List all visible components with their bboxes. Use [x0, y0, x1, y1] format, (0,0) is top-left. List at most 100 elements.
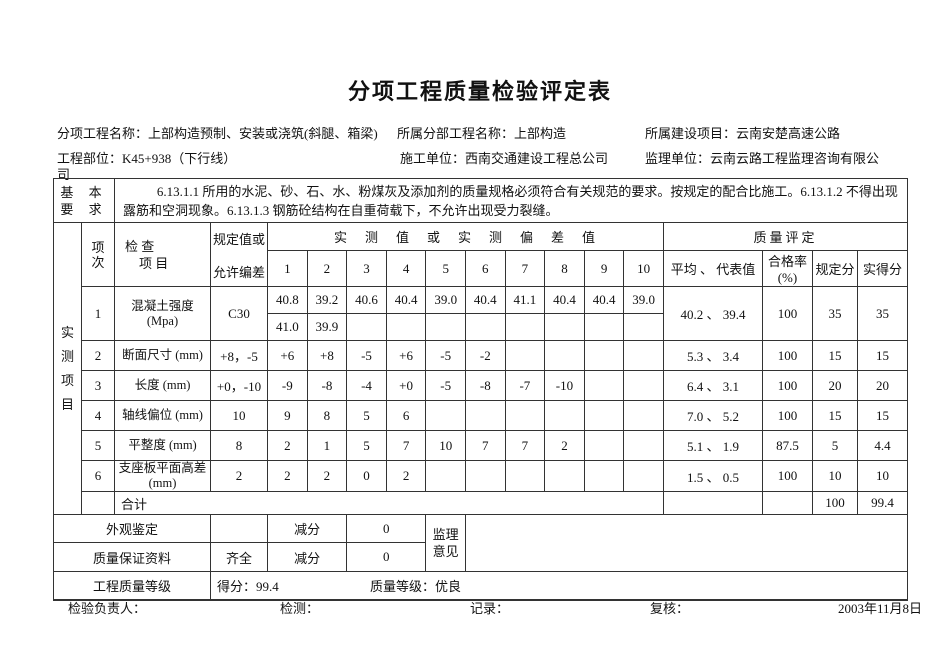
- spec-score: 15: [811, 340, 858, 371]
- measured-value: [544, 400, 585, 431]
- col-header-check-line2: 项 目: [139, 255, 169, 271]
- actual-score: 10: [856, 460, 909, 492]
- measured-value: +0: [385, 370, 427, 401]
- field-label: 工程部位：: [57, 151, 123, 166]
- item-spec: 8: [210, 430, 269, 461]
- col-header-spec: 规定值或 允许编差: [210, 222, 269, 287]
- review-label: 复核：: [650, 601, 690, 616]
- measured-value: 40.8: [267, 286, 308, 314]
- measured-value: -2: [464, 340, 506, 371]
- measured-value: -5: [346, 340, 387, 371]
- empty-cell: [662, 491, 763, 515]
- col-header-actual-score: 实得分: [856, 250, 909, 287]
- col-header-9: 9: [583, 250, 625, 287]
- mean-value: 5.3 、 3.4: [662, 340, 763, 371]
- measured-value: 2: [385, 460, 427, 492]
- pass-rate: 100: [761, 460, 813, 492]
- measured-value: [623, 430, 664, 461]
- measured-value: [544, 313, 585, 341]
- item-spec: 10: [210, 400, 269, 431]
- col-header-item-no-line1: 项: [91, 239, 105, 255]
- actual-score: 35: [856, 286, 909, 341]
- measured-value: [623, 340, 664, 371]
- field-label: 所属建设项目：: [645, 126, 737, 141]
- location-field: 工程部位：K45+938（下行线）: [57, 148, 236, 167]
- measured-value: 40.4: [544, 286, 585, 314]
- item-name: 长度 (mm): [114, 370, 212, 401]
- mean-value: 5.1 、 1.9: [662, 430, 763, 461]
- measured-value: [504, 400, 546, 431]
- empty-cell: [761, 491, 813, 515]
- measured-value: [504, 340, 546, 371]
- actual-score: 20: [856, 370, 909, 401]
- actual-score: 15: [856, 340, 909, 371]
- grade-row: 工程质量等级 得分：99.4 质量等级：优良: [52, 571, 909, 600]
- measured-value: 39.0: [623, 286, 664, 314]
- col-header-4: 4: [385, 250, 427, 287]
- mean-value: 7.0 、 5.2: [662, 400, 763, 431]
- measured-value: 40.6: [346, 286, 387, 314]
- measured-value: -8: [306, 370, 348, 401]
- supervisor-opinion-area: [464, 514, 909, 572]
- col-header-3: 3: [346, 250, 387, 287]
- measured-value: 6: [385, 400, 427, 431]
- grade-score-value: 99.4: [256, 578, 279, 594]
- item-row-5: 5 平整度 (mm) 8 2 1 5 7 10 7 7 2 5.1 、 1.9 …: [54, 430, 909, 461]
- spec-score: 20: [811, 370, 858, 401]
- measured-value: 40.4: [464, 286, 506, 314]
- measured-value: 2: [267, 430, 308, 461]
- basic-requirements-label: 基 本 要 求: [52, 178, 116, 223]
- measured-value: [504, 313, 546, 341]
- total-row: 合计 100 99.4: [54, 491, 909, 515]
- measured-value: [346, 313, 387, 341]
- pass-rate: 100: [761, 370, 813, 401]
- field-value: 上部构造: [514, 126, 567, 141]
- mean-value: 1.5 、 0.5: [662, 460, 763, 492]
- appearance-label: 外观鉴定: [52, 514, 212, 543]
- actual-score: 4.4: [856, 430, 909, 461]
- signature-row: 检验负责人： 检测： 记录： 复核： 2003年11月8日: [53, 598, 950, 616]
- inspector-label: 检验负责人：: [68, 601, 147, 616]
- measured-value: [583, 460, 625, 492]
- measured-value: 5: [346, 400, 387, 431]
- item-name: 混凝土强度 (Mpa): [114, 286, 212, 341]
- measured-value: [425, 313, 466, 341]
- measured-value: [425, 400, 466, 431]
- measured-value: 2: [544, 430, 585, 461]
- item-name-line1: 支座板平面高差: [118, 461, 207, 476]
- info-row-2: 工程部位：K45+938（下行线） 施工单位：西南交通建设工程总公司 监理单位：…: [53, 148, 933, 166]
- measured-value: [623, 400, 664, 431]
- measured-value: [623, 370, 664, 401]
- grade-level-value: 优良: [435, 578, 462, 594]
- measured-value: 0: [346, 460, 387, 492]
- col-header-10: 10: [623, 250, 664, 287]
- spec-score: 15: [811, 400, 858, 431]
- grade-level: 质量等级：优良: [370, 579, 461, 594]
- col-header-check-item: 检 查 项 目: [114, 222, 212, 287]
- field-value: 上部构造预制、安装或浇筑(斜腿、箱梁): [148, 126, 378, 141]
- measured-value: 2: [267, 460, 308, 492]
- measured-value: +6: [385, 340, 427, 371]
- measured-value: 39.2: [306, 286, 348, 314]
- supervisor-field: 监理单位：云南云路工程监理咨询有限公: [645, 148, 879, 167]
- measured-value: 5: [346, 430, 387, 461]
- inspection-table: 基 本 要 求 6.13.1.1 所用的水泥、砂、石、水、粉煤灰及添加剂的质量规…: [52, 178, 909, 601]
- field-value: 云南云路工程监理咨询有限公: [710, 151, 880, 166]
- item-row-4: 4 轴线偏位 (mm) 10 9 8 5 6 7.0 、 5.2 100 15 …: [54, 400, 909, 431]
- cert-deduct-label: 减分: [267, 542, 348, 572]
- item-spec: +8，-5: [210, 340, 269, 371]
- col-header-quality-eval: 质量评定: [662, 222, 909, 251]
- construction-project-field: 所属建设项目：云南安楚高速公路: [645, 123, 840, 142]
- item-name: 断面尺寸 (mm): [114, 340, 212, 371]
- col-header-measured-values: 实测值或实测偏差值: [267, 222, 664, 251]
- cert-row: 质量保证资料 齐全 减分 0: [52, 542, 908, 572]
- measured-value: [583, 340, 625, 371]
- col-header-spec-score: 规定分: [811, 250, 858, 287]
- total-actual-score: 99.4: [856, 491, 909, 515]
- empty-cell: [80, 491, 116, 515]
- measured-value: [464, 460, 506, 492]
- measured-value: [623, 460, 664, 492]
- basic-requirements-label-line2: 要 求: [60, 201, 108, 217]
- item-row-1a: 1 混凝土强度 (Mpa) C30 40.8 39.2 40.6 40.4 39…: [54, 286, 909, 341]
